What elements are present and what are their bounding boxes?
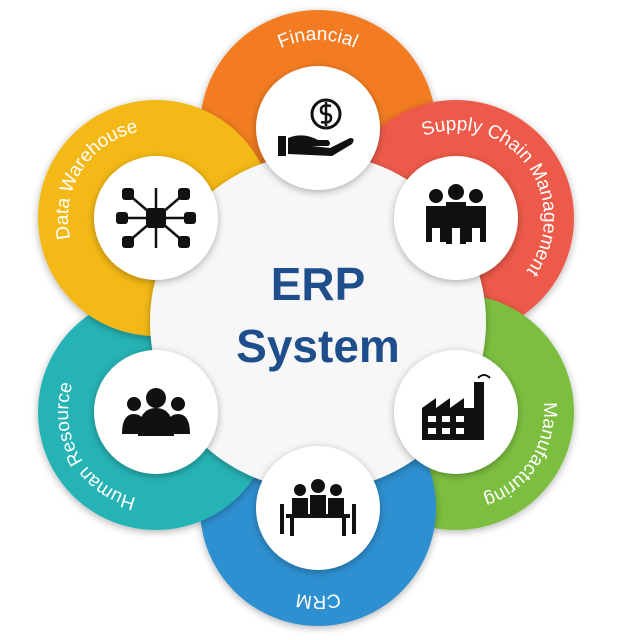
icon-glyph	[422, 374, 491, 440]
icon-glyph	[116, 188, 196, 248]
icon-glyph	[122, 388, 190, 436]
module-icon	[394, 156, 518, 280]
icon-glyph	[280, 479, 356, 536]
module-label: CRM	[294, 589, 342, 612]
icon-glyph	[426, 184, 486, 244]
module-icon	[394, 350, 518, 474]
module-label-text: CRM	[294, 589, 342, 612]
module-icon	[256, 66, 380, 190]
icons	[94, 66, 518, 570]
module-icon	[256, 446, 380, 570]
icon-glyph	[278, 98, 354, 156]
center-title-line2: System	[236, 320, 400, 372]
module-icon	[94, 350, 218, 474]
icon-disc	[256, 66, 380, 190]
module-icon	[94, 156, 218, 280]
center-title-line1: ERP	[271, 258, 366, 310]
